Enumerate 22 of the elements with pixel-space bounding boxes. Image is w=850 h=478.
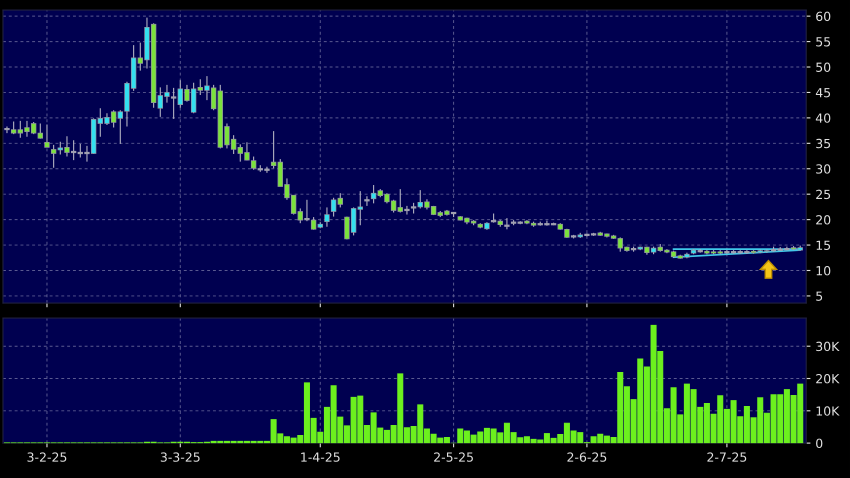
y-tick-label: 10K [816, 406, 840, 416]
y-tick-label: 0 [816, 438, 822, 448]
x-tick-label: 2-6-25 [567, 452, 606, 462]
y-tick-label: 30 [816, 164, 830, 174]
y-tick-label: 25 [816, 190, 830, 200]
x-tick-label: 3-3-25 [160, 452, 200, 462]
y-tick-label: 45 [816, 88, 830, 98]
y-tick-label: 15 [816, 240, 830, 250]
y-tick-label: 50 [816, 62, 830, 72]
x-tick-label: 1-4-25 [301, 452, 340, 462]
x-tick-label: 3-2-25 [28, 452, 66, 462]
y-tick-label: 10 [816, 266, 830, 276]
x-tick-label: 2-7-25 [707, 452, 746, 462]
x-tick-label: 2-5-25 [434, 452, 473, 462]
y-tick-label: 55 [816, 37, 830, 47]
y-tick-label: 20 [816, 215, 830, 225]
y-tick-label: 20K [816, 374, 840, 384]
y-tick-label: 35 [816, 138, 830, 148]
y-tick-label: 60 [816, 12, 830, 22]
y-tick-label: 30K [816, 342, 840, 352]
y-tick-label: 5 [816, 292, 822, 301]
y-tick-label: 40 [816, 113, 830, 123]
